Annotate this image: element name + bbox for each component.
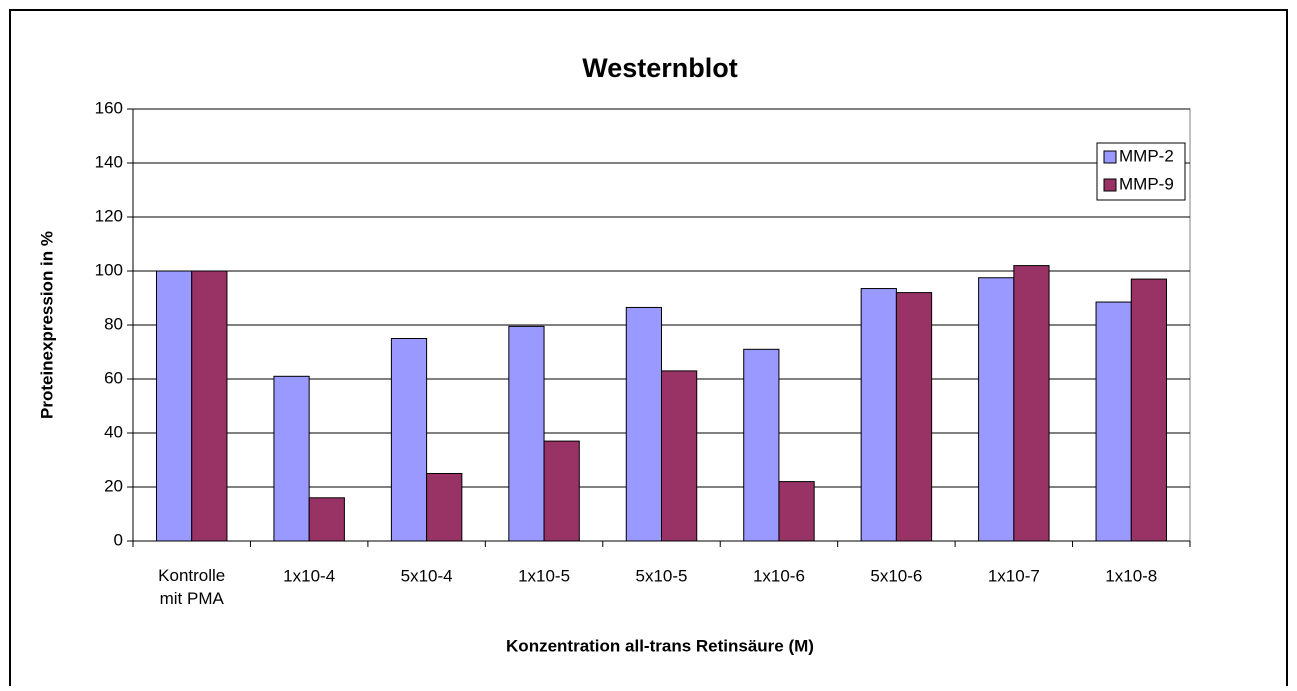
- bar: [273, 375, 310, 542]
- legend-swatch: [1103, 150, 1117, 164]
- bar: [978, 277, 1015, 542]
- x-tick-label: 1x10-5: [518, 566, 570, 585]
- legend-label: MMP-9: [1119, 174, 1174, 193]
- y-tick-label: 0: [114, 530, 123, 549]
- bar: [1095, 301, 1132, 542]
- y-tick-label: 160: [95, 98, 123, 117]
- bar: [895, 292, 933, 542]
- x-tick-label: 5x10-4: [401, 566, 453, 585]
- legend-label: MMP-2: [1119, 146, 1174, 165]
- chart-title: Westernblot: [582, 53, 738, 83]
- bar: [543, 440, 580, 542]
- y-tick-label: 140: [95, 152, 123, 171]
- y-tick-label: 40: [104, 422, 123, 441]
- x-tick-label: 1x10-4: [283, 566, 335, 585]
- bar: [625, 306, 662, 542]
- x-tick-label: 1x10-7: [988, 566, 1040, 585]
- bar: [661, 370, 698, 542]
- bar: [191, 270, 228, 542]
- bar: [743, 348, 780, 542]
- bar: [1130, 278, 1168, 542]
- y-tick-label: 20: [104, 476, 123, 495]
- bar: [778, 481, 815, 542]
- bar: [155, 270, 193, 542]
- x-tick-label: 1x10-8: [1105, 566, 1157, 585]
- x-tick-label: Kontrolle mit PMA: [158, 566, 225, 608]
- y-tick-label: 120: [95, 206, 123, 225]
- y-tick-label: 80: [104, 314, 123, 333]
- bar: [390, 338, 428, 542]
- x-tick-label: 5x10-6: [870, 566, 922, 585]
- x-tick-label: 1x10-6: [753, 566, 805, 585]
- x-axis-label: Konzentration all-trans Retinsäure (M): [506, 636, 814, 655]
- bar: [1013, 265, 1050, 542]
- x-tick-label: 5x10-5: [636, 566, 688, 585]
- y-tick-label: 100: [95, 260, 123, 279]
- bar: [508, 325, 545, 542]
- y-axis-label: Proteinexpression in %: [37, 231, 56, 419]
- legend-swatch: [1103, 178, 1117, 192]
- bar: [860, 288, 897, 542]
- bar: [308, 497, 345, 542]
- bar: [426, 473, 463, 542]
- y-tick-label: 60: [104, 368, 123, 387]
